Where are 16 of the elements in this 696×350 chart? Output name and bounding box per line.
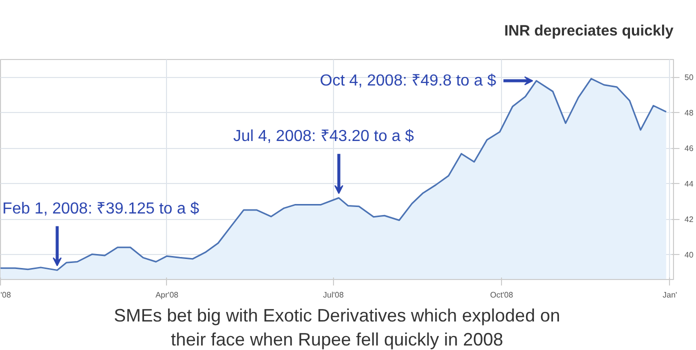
annotation: Oct 4, 2008: ₹49.8 to a $ (320, 72, 496, 90)
annotation: Jul 4, 2008: ₹43.20 to a $ (233, 128, 414, 146)
chart-title: INR depreciates quickly (504, 22, 674, 40)
y-tick-label: 48 (684, 108, 694, 118)
y-tick-label: 44 (684, 180, 694, 189)
x-tick-label: Oct'08 (490, 290, 514, 300)
x-tick-label: '08 (0, 290, 12, 300)
annotation: Feb 1, 2008: ₹39.125 to a $ (2, 200, 200, 218)
y-tick-label: 40 (684, 250, 694, 260)
y-tick-label: 42 (684, 215, 694, 224)
x-tick-label: Jan' (662, 290, 678, 300)
y-tick-label: 46 (684, 144, 694, 154)
text: SMEs bet big with Exotic Derivatives which exploded on their face when Rupee fell quickly in 2008 (114, 306, 560, 350)
x-tick-label: Apr'08 (155, 290, 179, 300)
y-tick-label: 50 (684, 73, 694, 82)
x-tick-label: Jul'08 (323, 290, 344, 300)
